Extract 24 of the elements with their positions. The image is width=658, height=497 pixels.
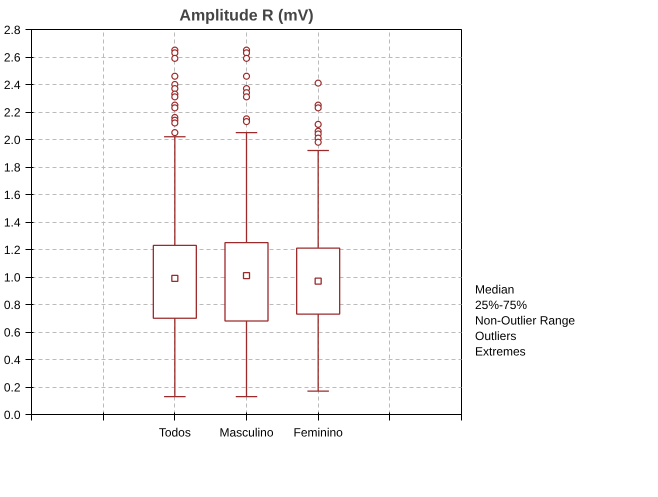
y-tick-label: 0.6	[4, 326, 21, 340]
y-tick-label: 1.4	[4, 216, 21, 230]
y-tick-label: 2.4	[4, 78, 21, 92]
y-tick-label: 2.6	[4, 50, 21, 64]
y-tick-label: 1.8	[4, 160, 21, 174]
text: 25%-75%	[475, 298, 528, 312]
text: Outliers	[475, 329, 516, 344]
x-tick-label: Feminino	[293, 426, 344, 440]
chart-title: Amplitude R (mV)	[179, 8, 314, 24]
y-tick-label: 1.2	[4, 243, 21, 257]
y-tick-label: 0.4	[4, 353, 21, 367]
y-tick-label: 2.2	[4, 106, 21, 120]
y-tick-label: 2.8	[4, 23, 21, 37]
text: Non-Outlier Range	[475, 314, 576, 328]
x-tick-label: Masculino	[219, 426, 274, 440]
y-tick-label: 1.6	[4, 188, 21, 202]
y-tick-label: 0.8	[4, 298, 21, 312]
text: Median	[475, 282, 514, 296]
x-tick-label: Todos	[158, 426, 191, 440]
y-tick-label: 2.0	[4, 133, 21, 147]
y-tick-label: 0.2	[4, 380, 21, 394]
text: Extremes	[475, 344, 526, 359]
y-tick-label: 0.0	[4, 408, 21, 422]
y-tick-label: 1.0	[4, 270, 21, 284]
